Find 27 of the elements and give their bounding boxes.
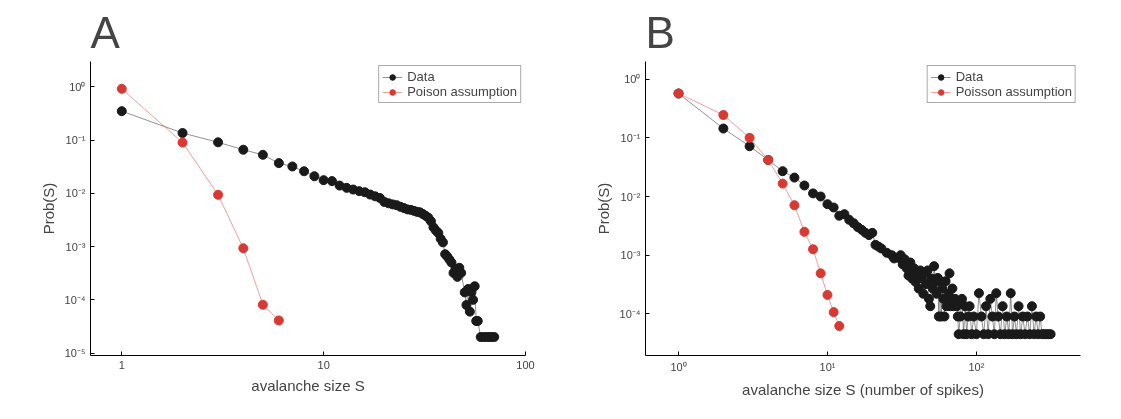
chart-title: B: [645, 7, 675, 57]
y-tick-label: 10⁻³: [65, 240, 86, 253]
x-tick-label: 100: [516, 358, 535, 371]
legend-label: Data: [407, 69, 435, 84]
legend-label: Poison assumption: [407, 84, 517, 99]
y-tick-label: 10⁻¹: [620, 131, 641, 144]
x-tick-label: 10: [317, 358, 330, 371]
y-axis-title: Prob(S): [39, 182, 57, 235]
legend-label: Poisson assumption: [955, 84, 1072, 99]
y-axis-title: Prob(S): [594, 182, 612, 235]
y-tick-label: 10⁻³: [620, 249, 641, 262]
y-tick-label: 10⁻⁴: [619, 307, 641, 320]
y-tick-label: 10⁰: [624, 73, 641, 86]
y-tick-label: 10⁰: [69, 80, 86, 93]
x-axis-title: avalanche size S: [251, 376, 365, 394]
y-tick-label: 10⁻⁴: [64, 293, 86, 306]
y-tick-label: 10⁻¹: [65, 134, 86, 147]
y-tick-label: 10⁻²: [620, 190, 641, 203]
x-tick-label: 10¹: [819, 360, 836, 373]
x-axis-title: avalanche size S (number of spikes): [742, 380, 984, 398]
x-tick-label: 10²: [968, 360, 985, 373]
x-tick-label: 10⁰: [670, 360, 687, 373]
x-tick-label: 1: [118, 358, 125, 371]
legend-label: Data: [955, 69, 984, 84]
y-tick-label: 10⁻²: [65, 187, 86, 200]
chart-title: A: [90, 7, 121, 57]
y-tick-label: 10⁻⁵: [64, 347, 86, 360]
